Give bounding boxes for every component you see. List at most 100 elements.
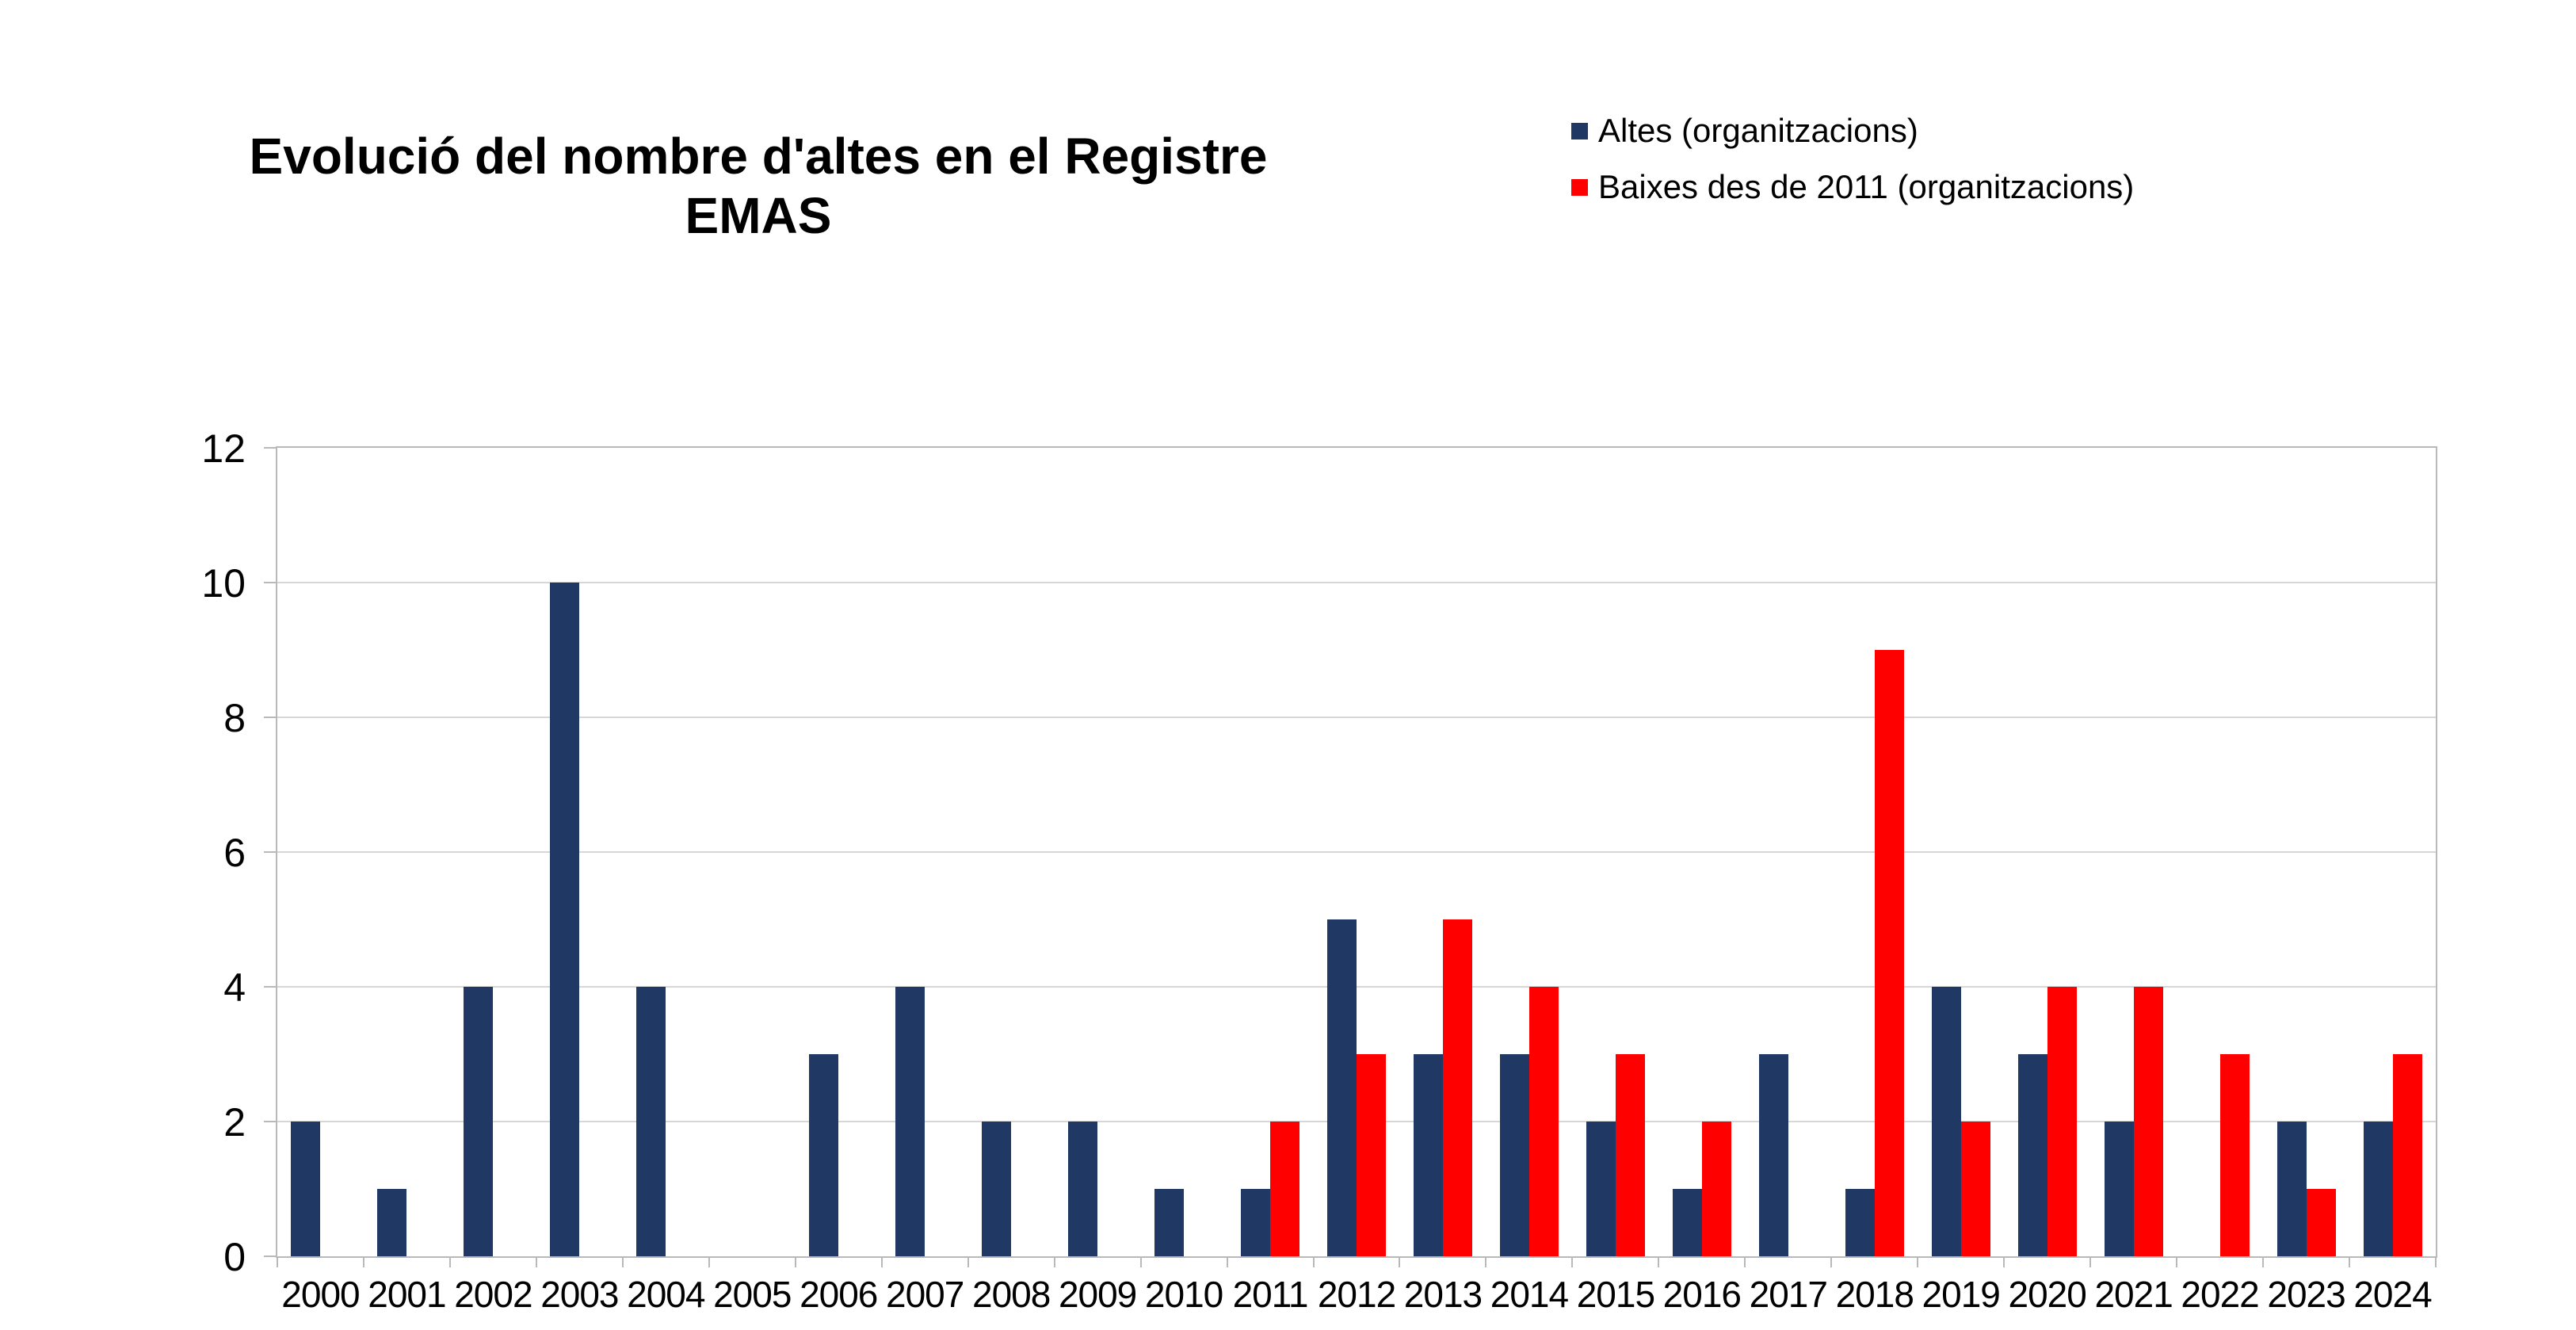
bar-baixes-2011	[1270, 1122, 1300, 1256]
x-tick-6	[794, 1256, 796, 1267]
x-axis-label-2007: 2007	[886, 1274, 964, 1315]
legend-swatch-altes-icon	[1571, 122, 1588, 139]
y-axis-label-8: 8	[223, 696, 246, 740]
y-axis-label-12: 12	[201, 426, 246, 471]
bar-baixes-2018	[1874, 650, 1904, 1256]
x-tick-18	[1830, 1256, 1833, 1267]
x-tick-10	[1139, 1256, 1142, 1267]
x-axis-label-2005: 2005	[713, 1274, 792, 1315]
x-axis-label-2016: 2016	[1662, 1274, 1742, 1315]
y-tick-4	[264, 986, 276, 988]
x-axis-label-2008: 2008	[971, 1274, 1051, 1315]
x-axis-label-2012: 2012	[1317, 1274, 1396, 1315]
x-tick-7	[880, 1256, 883, 1267]
x-axis-label-2003: 2003	[540, 1274, 619, 1315]
x-tick-3	[535, 1256, 537, 1267]
bar-altes-2008	[982, 1122, 1012, 1256]
bar-altes-2003	[550, 583, 580, 1256]
y-tick-0	[264, 1255, 276, 1257]
bar-baixes-2024	[2392, 1054, 2422, 1256]
x-axis-label-2024: 2024	[2353, 1274, 2432, 1315]
x-tick-16	[1658, 1256, 1660, 1267]
x-tick-21	[2089, 1256, 2092, 1267]
x-axis-label-2011: 2011	[1232, 1274, 1309, 1315]
bar-altes-2006	[809, 1054, 839, 1256]
bar-altes-2000	[291, 1122, 321, 1256]
y-tick-12	[264, 447, 276, 449]
y-tick-6	[264, 851, 276, 853]
bar-altes-2010	[1154, 1189, 1185, 1256]
bar-altes-2001	[377, 1189, 407, 1256]
gridline-4	[277, 986, 2436, 988]
bar-baixes-2012	[1357, 1054, 1386, 1256]
bar-baixes-2014	[1528, 987, 1559, 1256]
legend-item-altes: Altes (organitzacions)	[1571, 113, 2134, 149]
bar-baixes-2021	[2133, 987, 2163, 1256]
bar-altes-2024	[2363, 1122, 2393, 1256]
chart-title: Evolució del nombre d'altes en el Regist…	[124, 127, 1392, 246]
x-tick-11	[1226, 1256, 1228, 1267]
y-axis-label-6: 6	[223, 831, 246, 875]
bar-altes-2018	[1845, 1189, 1875, 1256]
x-axis-label-2013: 2013	[1403, 1274, 1483, 1315]
legend: Altes (organitzacions) Baixes des de 201…	[1571, 113, 2134, 205]
x-tick-2	[448, 1256, 451, 1267]
bar-altes-2013	[1413, 1054, 1443, 1256]
x-tick-4	[621, 1256, 624, 1267]
bar-altes-2011	[1241, 1189, 1271, 1256]
x-tick-8	[967, 1256, 969, 1267]
x-tick-1	[362, 1256, 364, 1267]
x-axis-label-2015: 2015	[1576, 1274, 1655, 1315]
y-axis-label-2: 2	[223, 1100, 246, 1145]
x-tick-13	[1399, 1256, 1401, 1267]
plot-area	[276, 446, 2437, 1258]
bar-altes-2015	[1586, 1122, 1616, 1256]
x-axis-label-2009: 2009	[1058, 1274, 1137, 1315]
bar-altes-2014	[1499, 1054, 1529, 1256]
gridline-10	[277, 582, 2436, 583]
x-axis-label-2021: 2021	[2094, 1274, 2173, 1315]
x-tick-20	[2003, 1256, 2005, 1267]
x-tick-25	[2435, 1256, 2437, 1267]
legend-swatch-baixes-icon	[1571, 178, 1588, 196]
x-axis-label-2020: 2020	[2008, 1274, 2087, 1315]
bar-altes-2004	[636, 987, 666, 1256]
x-axis-label-2022: 2022	[2181, 1274, 2259, 1315]
bar-altes-2007	[895, 987, 925, 1256]
y-tick-8	[264, 717, 276, 718]
legend-item-baixes: Baixes des de 2011 (organitzacions)	[1571, 169, 2134, 205]
bar-baixes-2023	[2306, 1189, 2336, 1256]
x-tick-0	[277, 1256, 278, 1267]
x-tick-17	[1744, 1256, 1746, 1267]
x-axis-label-2010: 2010	[1144, 1274, 1223, 1315]
x-axis-label-2014: 2014	[1490, 1274, 1569, 1315]
x-tick-9	[1053, 1256, 1055, 1267]
x-tick-5	[708, 1256, 710, 1267]
bar-altes-2019	[1931, 987, 1961, 1256]
bar-altes-2016	[1672, 1189, 1702, 1256]
bar-baixes-2020	[2047, 987, 2077, 1256]
y-tick-2	[264, 1121, 276, 1122]
x-axis-label-2002: 2002	[454, 1274, 532, 1315]
bar-baixes-2016	[1701, 1122, 1731, 1256]
bar-altes-2012	[1327, 919, 1357, 1256]
x-tick-19	[1917, 1256, 1919, 1267]
bar-altes-2020	[2017, 1054, 2047, 1256]
bar-baixes-2022	[2219, 1054, 2250, 1256]
legend-label-altes: Altes (organitzacions)	[1598, 112, 1918, 149]
x-axis-label-2023: 2023	[2267, 1274, 2345, 1315]
y-tick-10	[264, 582, 276, 583]
x-axis-label-2000: 2000	[281, 1274, 360, 1315]
bar-baixes-2015	[1615, 1054, 1645, 1256]
x-tick-14	[1485, 1256, 1487, 1267]
x-axis-label-2006: 2006	[800, 1274, 878, 1315]
x-tick-23	[2262, 1256, 2265, 1267]
bar-baixes-2013	[1442, 919, 1472, 1256]
x-tick-12	[1312, 1256, 1315, 1267]
legend-label-baixes: Baixes des de 2011 (organitzacions)	[1598, 168, 2135, 205]
y-axis-label-0: 0	[223, 1235, 246, 1279]
x-axis-label-2019: 2019	[1922, 1274, 2001, 1315]
x-axis-label-2017: 2017	[1749, 1274, 1828, 1315]
gridline-6	[277, 851, 2436, 853]
